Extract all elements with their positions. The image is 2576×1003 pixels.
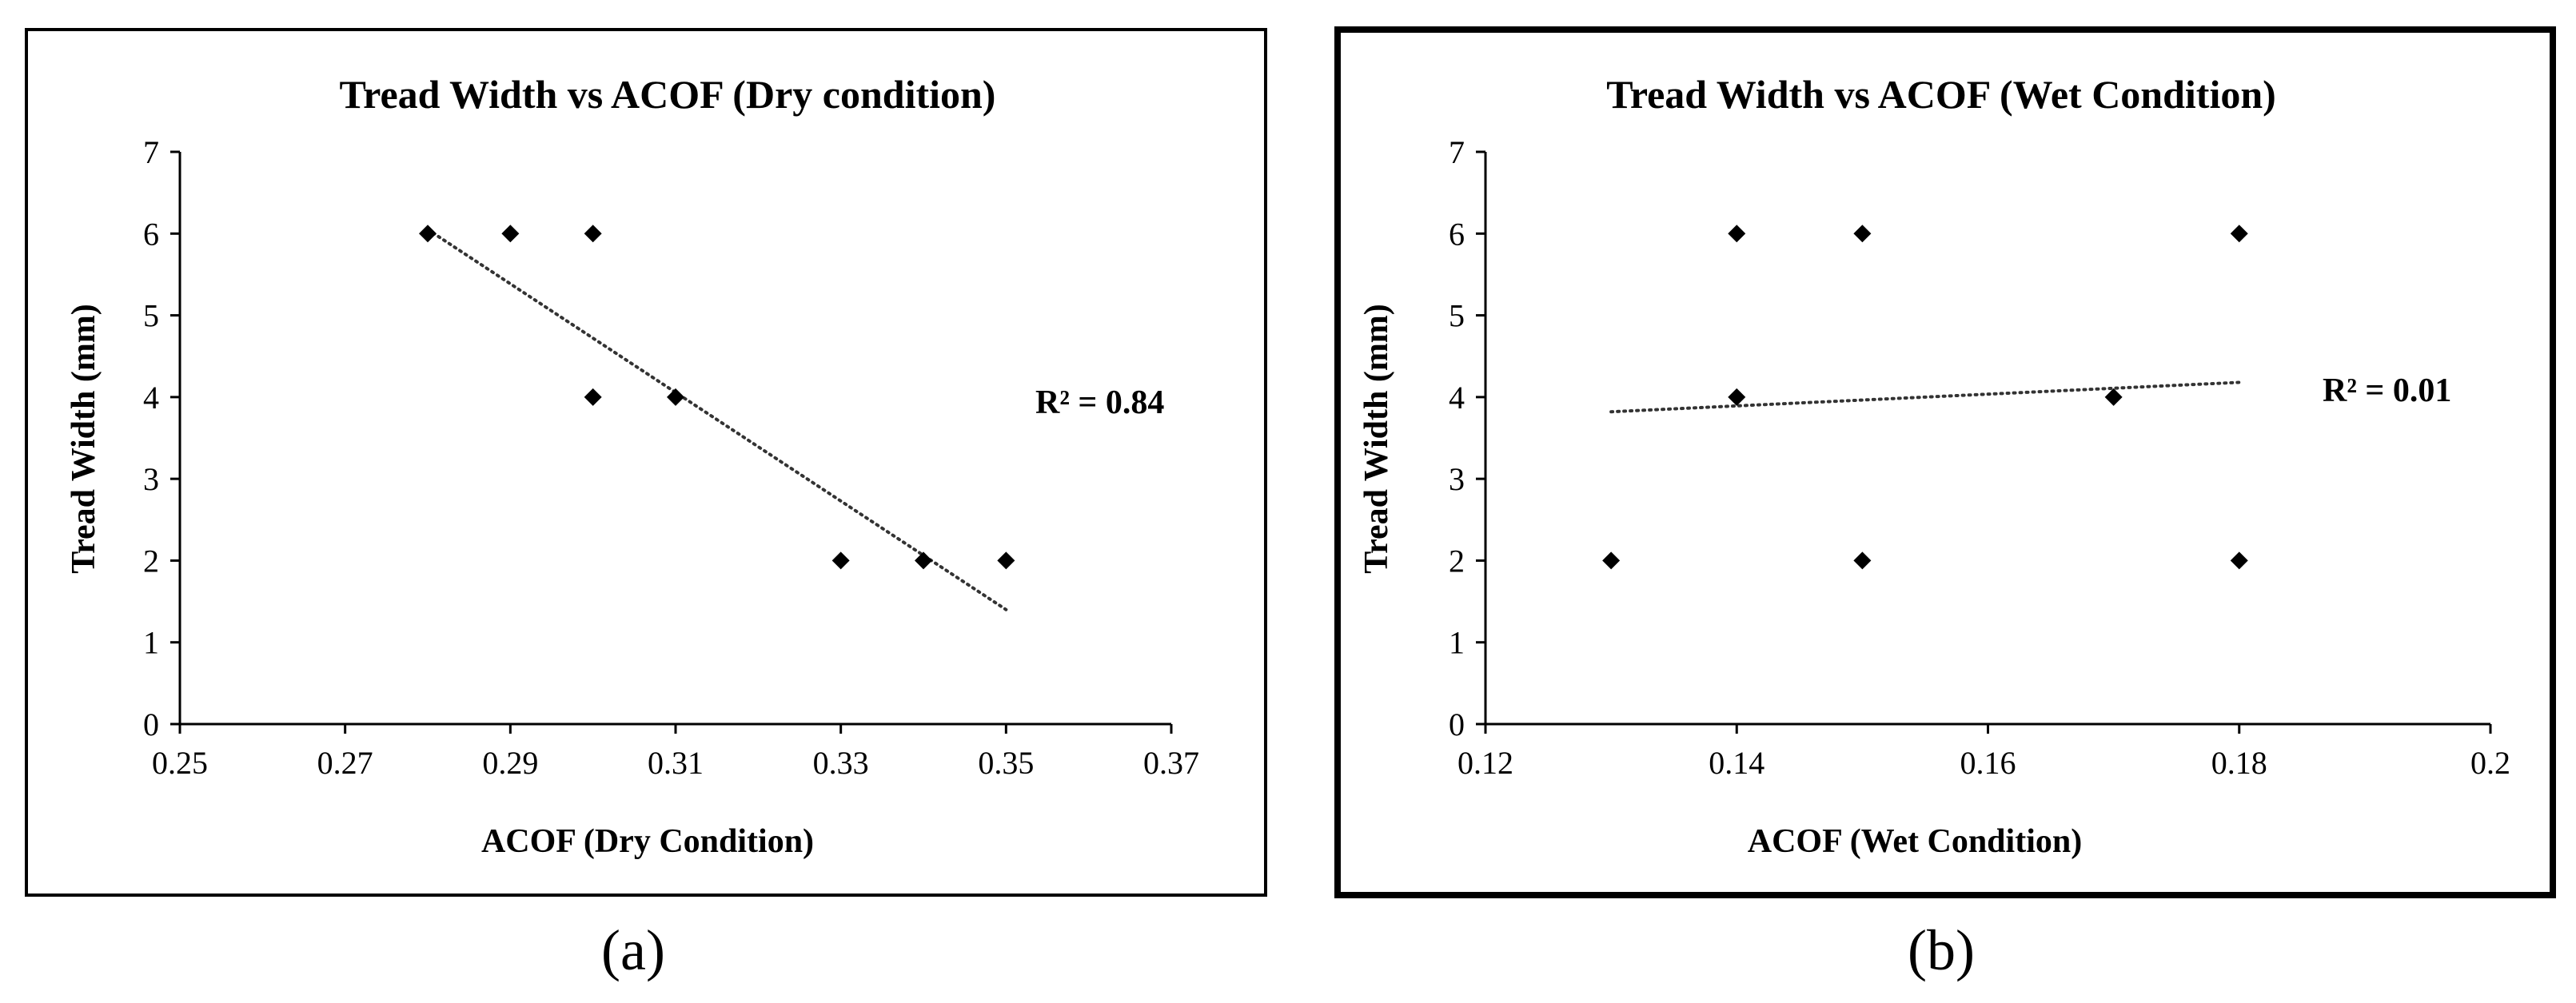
chart-a-title: Tread Width vs ACOF (Dry condition) bbox=[340, 72, 996, 117]
chart-b-y-tick-label: 0 bbox=[1449, 706, 1465, 742]
chart-b-trendline bbox=[1609, 380, 2241, 414]
chart-a-data-point bbox=[831, 551, 850, 570]
chart-b-data-point bbox=[1728, 388, 1746, 406]
chart-b-data-point bbox=[1728, 225, 1746, 243]
chart-b-y-tick-label: 7 bbox=[1449, 134, 1465, 170]
chart-b-x-tick-label: 0.2 bbox=[2470, 745, 2510, 781]
chart-a-frame bbox=[25, 28, 1267, 897]
chart-a-trendline bbox=[426, 228, 1008, 611]
chart-b-data-point bbox=[1853, 225, 1872, 243]
chart-b-data-point bbox=[2230, 551, 2248, 570]
chart-a-r2-annotation: R² = 0.84 bbox=[1035, 384, 1164, 421]
chart-a-y-tick-label: 2 bbox=[143, 543, 159, 579]
chart-a-y-tick-label: 1 bbox=[143, 625, 159, 661]
chart-b-plot-area: 0 1 2 3 4 5 6 7 0.12 0.14 0.16 0.18 0.2 bbox=[1449, 134, 2510, 781]
chart-a-data-point bbox=[584, 225, 602, 243]
chart-a-y-tick-label: 5 bbox=[143, 298, 159, 334]
chart-a-y-tick-label: 0 bbox=[143, 706, 159, 742]
chart-a-data-point bbox=[915, 551, 932, 570]
chart-b-x-tick-label: 0.12 bbox=[1457, 745, 1513, 781]
chart-b-y-tick-label: 3 bbox=[1449, 461, 1465, 497]
chart-a-y-tick-label: 7 bbox=[143, 134, 159, 170]
chart-a-x-tick-label: 0.37 bbox=[1143, 745, 1199, 781]
chart-b-data-point bbox=[1853, 551, 1872, 570]
chart-a-x-tick-label: 0.25 bbox=[152, 745, 208, 781]
chart-a-data-point bbox=[997, 551, 1015, 570]
chart-b-x-tick-label: 0.18 bbox=[2211, 745, 2267, 781]
chart-b-ylabel: Tread Width (mm) bbox=[1358, 304, 1395, 574]
chart-b-title: Tread Width vs ACOF (Wet Condition) bbox=[1606, 72, 2276, 117]
chart-a-plot-area: 0 1 2 3 4 5 6 7 0.25 0.27 0.29 0.31 0.33 0.35 0.37 bbox=[143, 134, 1199, 781]
chart-a-x-tick-label: 0.29 bbox=[482, 745, 538, 781]
chart-b-y-tick-label: 1 bbox=[1449, 625, 1465, 661]
chart-b-y-tick-label: 5 bbox=[1449, 298, 1465, 334]
chart-a-data-point bbox=[667, 388, 684, 406]
chart-a-data-point bbox=[419, 225, 437, 243]
chart-b-y-tick-label: 6 bbox=[1449, 216, 1465, 252]
chart-b-data-point bbox=[1602, 551, 1621, 570]
chart-a-x-tick-label: 0.27 bbox=[317, 745, 373, 781]
chart-b-y-tick-label: 4 bbox=[1449, 380, 1465, 416]
chart-a-x-tick-label: 0.35 bbox=[978, 745, 1034, 781]
chart-a-data-point bbox=[584, 388, 602, 406]
chart-a-y-tick-label: 4 bbox=[143, 380, 159, 416]
chart-a-y-tick-label: 6 bbox=[143, 216, 159, 252]
chart-b-r2-annotation: R² = 0.01 bbox=[2323, 372, 2451, 409]
chart-b-data-point bbox=[2104, 388, 2123, 406]
chart-a-xlabel: ACOF (Dry Condition) bbox=[481, 823, 814, 860]
chart-b-x-tick-label: 0.16 bbox=[1960, 745, 2016, 781]
chart-a-x-tick-label: 0.31 bbox=[648, 745, 704, 781]
chart-b-y-tick-label: 2 bbox=[1449, 543, 1465, 579]
chart-a-ylabel: Tread Width (mm) bbox=[66, 304, 102, 574]
chart-b-x-tick-label: 0.14 bbox=[1709, 745, 1765, 781]
chart-b-caption: (b) bbox=[1908, 918, 1975, 982]
chart-a-data-point bbox=[501, 225, 520, 243]
chart-a-y-tick-label: 3 bbox=[143, 461, 159, 497]
chart-b-xlabel: ACOF (Wet Condition) bbox=[1748, 823, 2082, 860]
chart-b-data-point bbox=[2230, 225, 2248, 243]
chart-a-caption: (a) bbox=[601, 918, 665, 982]
chart-b-frame bbox=[1334, 26, 2556, 898]
chart-a-x-tick-label: 0.33 bbox=[813, 745, 869, 781]
